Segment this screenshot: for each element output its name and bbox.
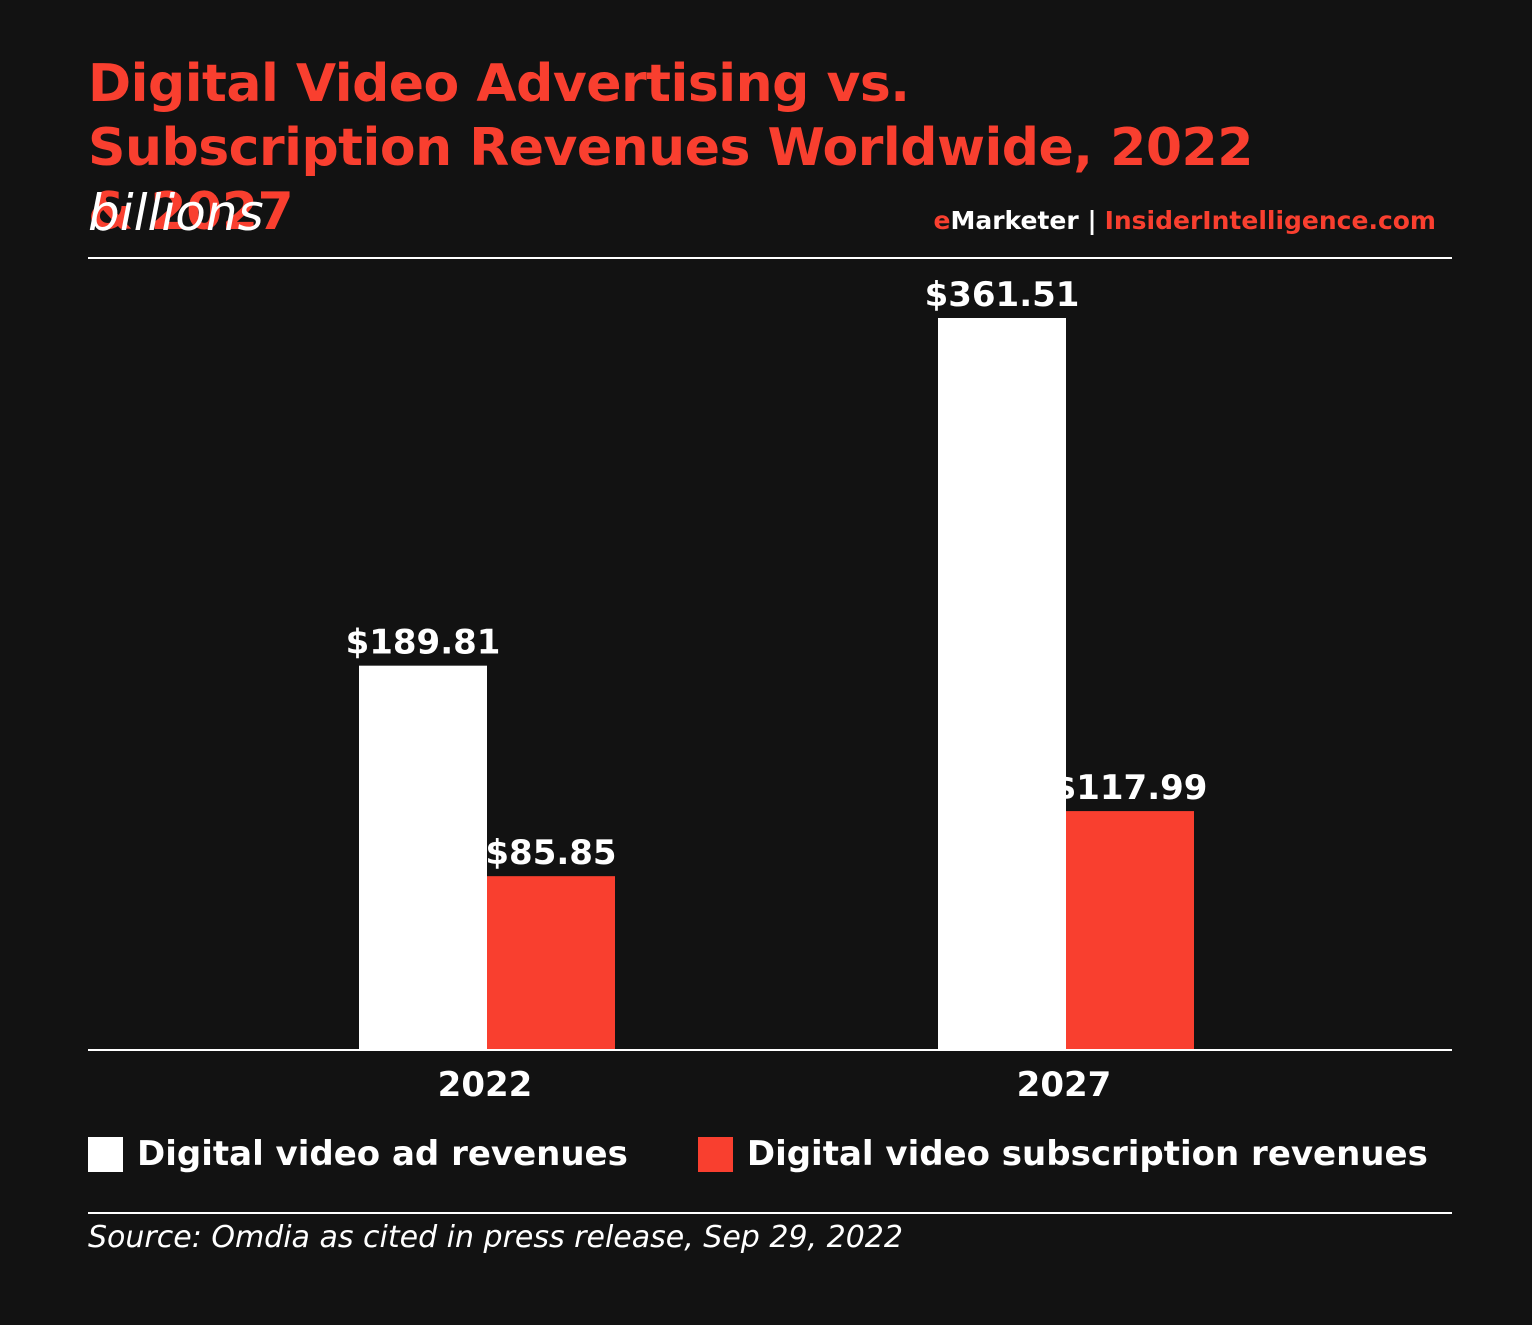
value-label: $117.99 xyxy=(1053,768,1208,808)
brand-name: eMarketer xyxy=(933,206,1079,235)
value-label: $85.85 xyxy=(485,833,616,873)
value-label: $361.51 xyxy=(925,275,1080,315)
chart-subtitle: billions xyxy=(88,184,264,242)
value-label: $189.81 xyxy=(346,623,501,663)
brand: eMarketer | InsiderIntelligence.com xyxy=(934,206,1436,235)
legend-label: Digital video subscription revenues xyxy=(746,1134,1428,1174)
x-tick-label: 2027 xyxy=(1017,1065,1112,1105)
brand-separator: | xyxy=(1087,206,1097,235)
bar xyxy=(359,665,487,1050)
bar xyxy=(487,876,615,1050)
legend-swatch xyxy=(88,1136,123,1172)
bar xyxy=(938,318,1066,1050)
brand-site: InsiderIntelligence.com xyxy=(1104,206,1436,235)
x-tick-label: 2022 xyxy=(438,1065,533,1105)
legend-entry: Digital video subscription revenues xyxy=(697,1134,1428,1174)
source-note: Source: Omdia as cited in press release,… xyxy=(88,1220,903,1255)
legend-label: Digital video ad revenues xyxy=(137,1134,628,1174)
legend: Digital video ad revenues Digital video s… xyxy=(88,1134,1498,1174)
bar xyxy=(1066,811,1194,1050)
legend-entry: Digital video ad revenues xyxy=(88,1134,628,1174)
legend-swatch xyxy=(697,1136,733,1172)
chart-title: Digital Video Advertising vs. Subscripti… xyxy=(88,54,1253,242)
